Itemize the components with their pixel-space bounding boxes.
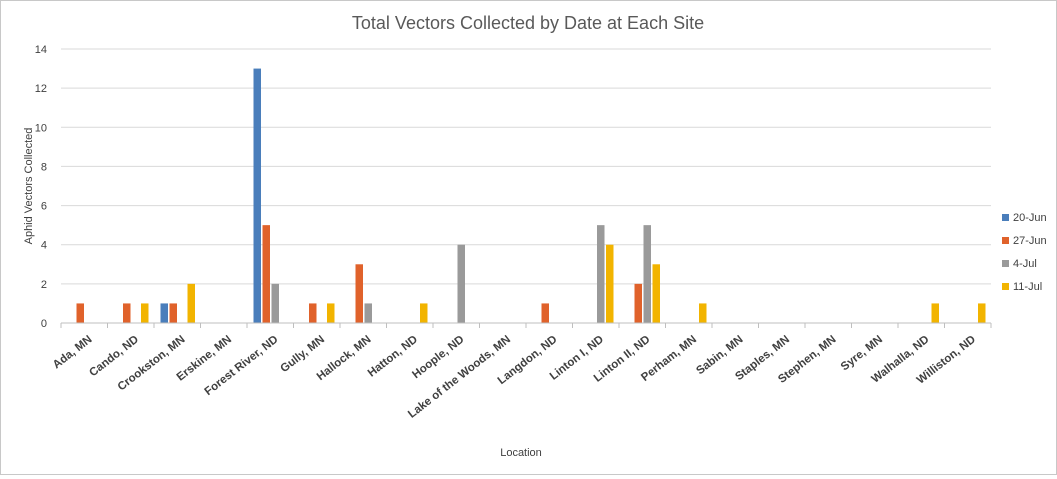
bar-27-jun-0: [76, 303, 84, 323]
bar-11-jul-1: [141, 303, 149, 323]
legend-label: 27-Jun: [1013, 235, 1047, 247]
bar-27-jun-12: [634, 283, 642, 323]
x-axis: [60, 322, 992, 328]
y-tick-label: 0: [41, 318, 47, 330]
bar-11-jul-11: [606, 244, 614, 323]
y-tick-label: 12: [35, 83, 47, 95]
bar-20-jun-2: [160, 303, 168, 323]
bar-4-jul-8: [457, 244, 465, 323]
bar-11-jul-5: [327, 303, 335, 323]
x-tick-label: Syre, MN: [839, 334, 885, 374]
y-tick-label: 14: [35, 44, 47, 56]
legend-swatch-4-jul: [1002, 260, 1009, 267]
legend-swatch-20-jun: [1002, 214, 1009, 221]
y-axis-ticks: 0 2 4 6 8 10 12 14: [35, 44, 47, 330]
legend: 20-Jun 27-Jun 4-Jul 11-Jul: [1002, 212, 1047, 293]
legend-label: 4-Jul: [1013, 258, 1037, 270]
bars: [76, 68, 986, 323]
y-tick-label: 10: [35, 122, 47, 134]
bar-11-jul-19: [978, 303, 986, 323]
bar-11-jul-13: [699, 303, 707, 323]
bar-4-jul-12: [643, 225, 651, 323]
bar-4-jul-11: [597, 225, 605, 323]
bar-20-jun-4: [253, 68, 261, 323]
y-tick-label: 2: [41, 279, 47, 291]
bar-27-jun-6: [355, 264, 363, 323]
bar-27-jun-2: [169, 303, 177, 323]
bar-27-jun-1: [123, 303, 131, 323]
legend-swatch-27-jun: [1002, 237, 1009, 244]
bar-4-jul-4: [271, 283, 279, 323]
bar-11-jul-18: [931, 303, 939, 323]
y-axis-title: Aphid Vectors Collected: [23, 128, 35, 245]
y-tick-label: 6: [41, 201, 47, 213]
gridlines: [61, 48, 991, 285]
bar-11-jul-12: [652, 264, 660, 323]
bar-4-jul-6: [364, 303, 372, 323]
bar-27-jun-10: [541, 303, 549, 323]
legend-label: 20-Jun: [1013, 212, 1047, 224]
bar-27-jun-4: [262, 225, 270, 323]
legend-label: 11-Jul: [1013, 281, 1042, 293]
y-tick-label: 4: [41, 240, 47, 252]
x-tick-label: Ada, MN: [51, 334, 95, 372]
y-tick-label: 8: [41, 161, 47, 173]
bar-27-jun-5: [309, 303, 317, 323]
bar-11-jul-2: [187, 283, 195, 323]
x-axis-title: Location: [500, 447, 542, 459]
legend-swatch-11-jul: [1002, 283, 1009, 290]
chart-title: Total Vectors Collected by Date at Each …: [352, 13, 704, 33]
bar-11-jul-7: [420, 303, 428, 323]
